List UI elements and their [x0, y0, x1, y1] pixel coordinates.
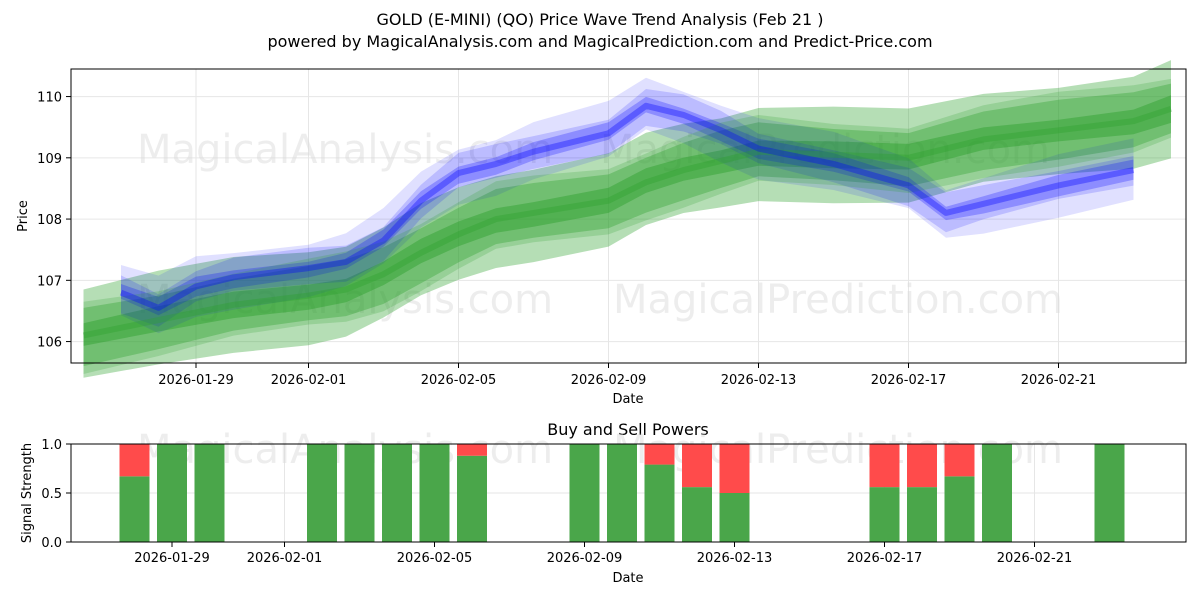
powers-x-tick-label: 2026-01-29: [134, 551, 210, 566]
powers-x-tick-label: 2026-02-01: [247, 551, 323, 566]
blue-wave-band-outer: [121, 77, 1134, 334]
sell-bar: [682, 444, 712, 488]
watermark-analysis: MagicalAnalysis.com: [137, 127, 553, 173]
buy-bar: [907, 487, 937, 542]
buy-bar: [569, 444, 600, 542]
price-grid: [71, 69, 1186, 363]
sell-bar: [644, 444, 675, 465]
price-x-tick-label: 2026-02-13: [721, 373, 797, 388]
price-x-tick-label: 2026-02-05: [421, 373, 497, 388]
powers-x-axis: 2026-01-29 2026-02-01 2026-02-05 2026-02-09…: [134, 542, 1072, 566]
powers-x-label: Date: [612, 571, 643, 586]
powers-y-label: Signal Strength: [20, 443, 35, 543]
green-wave-band-mid: [83, 83, 1171, 367]
powers-x-tick-label: 2026-02-05: [397, 551, 473, 566]
buy-bar: [119, 476, 150, 542]
sell-bar: [457, 444, 487, 456]
price-x-tick-label: 2026-02-09: [571, 373, 647, 388]
buy-bar: [719, 493, 750, 542]
powers-x-tick-label: 2026-02-21: [997, 551, 1073, 566]
watermark-analysis-2: MagicalAnalysis.com: [137, 277, 553, 323]
chart-title: GOLD (E-MINI) (QO) Price Wave Trend Anal…: [376, 10, 823, 29]
watermarks-top: MagicalAnalysis.com MagicalPrediction.co…: [137, 127, 1063, 323]
price-y-tick-label: 109: [37, 152, 62, 167]
buy-bar: [307, 444, 337, 542]
price-x-tick-label: 2026-01-29: [158, 373, 234, 388]
price-y-label: Price: [16, 200, 31, 232]
sell-bar: [944, 444, 975, 477]
powers-x-tick-label: 2026-02-13: [697, 551, 773, 566]
price-y-tick-label: 107: [37, 274, 62, 289]
sell-bar: [119, 444, 150, 477]
powers-y-tick-label: 0.5: [41, 487, 62, 502]
price-y-axis: 106 107 108 109 110: [37, 91, 71, 351]
buy-bar: [607, 444, 637, 542]
blue-wave-band-mid: [121, 89, 1134, 327]
price-x-tick-label: 2026-02-17: [871, 373, 947, 388]
buy-bar: [157, 444, 187, 542]
buy-bar: [382, 444, 412, 542]
price-bands: [82, 60, 1172, 378]
buy-bar: [644, 464, 675, 542]
buy-bar: [457, 455, 487, 542]
buy-bar: [1094, 444, 1125, 542]
price-x-tick-label: 2026-02-01: [271, 373, 347, 388]
powers-title: Buy and Sell Powers: [547, 420, 709, 439]
buy-bar: [944, 476, 975, 542]
price-y-tick-label: 106: [37, 336, 62, 351]
price-y-tick-label: 108: [37, 213, 62, 228]
sell-bar: [869, 444, 900, 488]
blue-wave-center-line: [119, 102, 1135, 311]
buy-bar: [869, 487, 900, 542]
sell-bar: [907, 444, 937, 488]
watermark-prediction-2: MagicalPrediction.com: [613, 277, 1063, 323]
powers-y-tick-label: 1.0: [41, 438, 62, 453]
price-x-label: Date: [612, 392, 643, 407]
price-plot-frame: [70, 68, 1187, 364]
powers-x-tick-label: 2026-02-17: [847, 551, 923, 566]
buy-bar: [982, 444, 1012, 542]
buy-bar: [344, 444, 375, 542]
price-y-tick-label: 110: [37, 91, 62, 106]
watermark-prediction: MagicalPrediction.com: [600, 127, 1050, 173]
powers-x-tick-label: 2026-02-09: [547, 551, 623, 566]
powers-y-tick-label: 0.0: [41, 536, 62, 551]
green-wave-band-outer: [83, 60, 1171, 378]
chart-subtitle: powered by MagicalAnalysis.com and Magic…: [267, 32, 932, 51]
buy-bar: [194, 444, 225, 542]
green-wave-center-line: [82, 105, 1172, 339]
sell-bar: [719, 444, 750, 493]
powers-bars: [119, 444, 1125, 542]
powers-y-axis: 0.0 0.5 1.0: [41, 438, 71, 551]
buy-bar: [682, 487, 712, 542]
green-wave-band-inner: [83, 95, 1171, 346]
blue-wave-band-inner: [121, 96, 1134, 316]
price-x-axis: 2026-01-29 2026-02-01 2026-02-05 2026-02-09…: [158, 363, 1096, 388]
buy-bar: [419, 444, 450, 542]
price-x-tick-label: 2026-02-21: [1021, 373, 1097, 388]
green-wave-band-overlay: [83, 78, 1171, 375]
